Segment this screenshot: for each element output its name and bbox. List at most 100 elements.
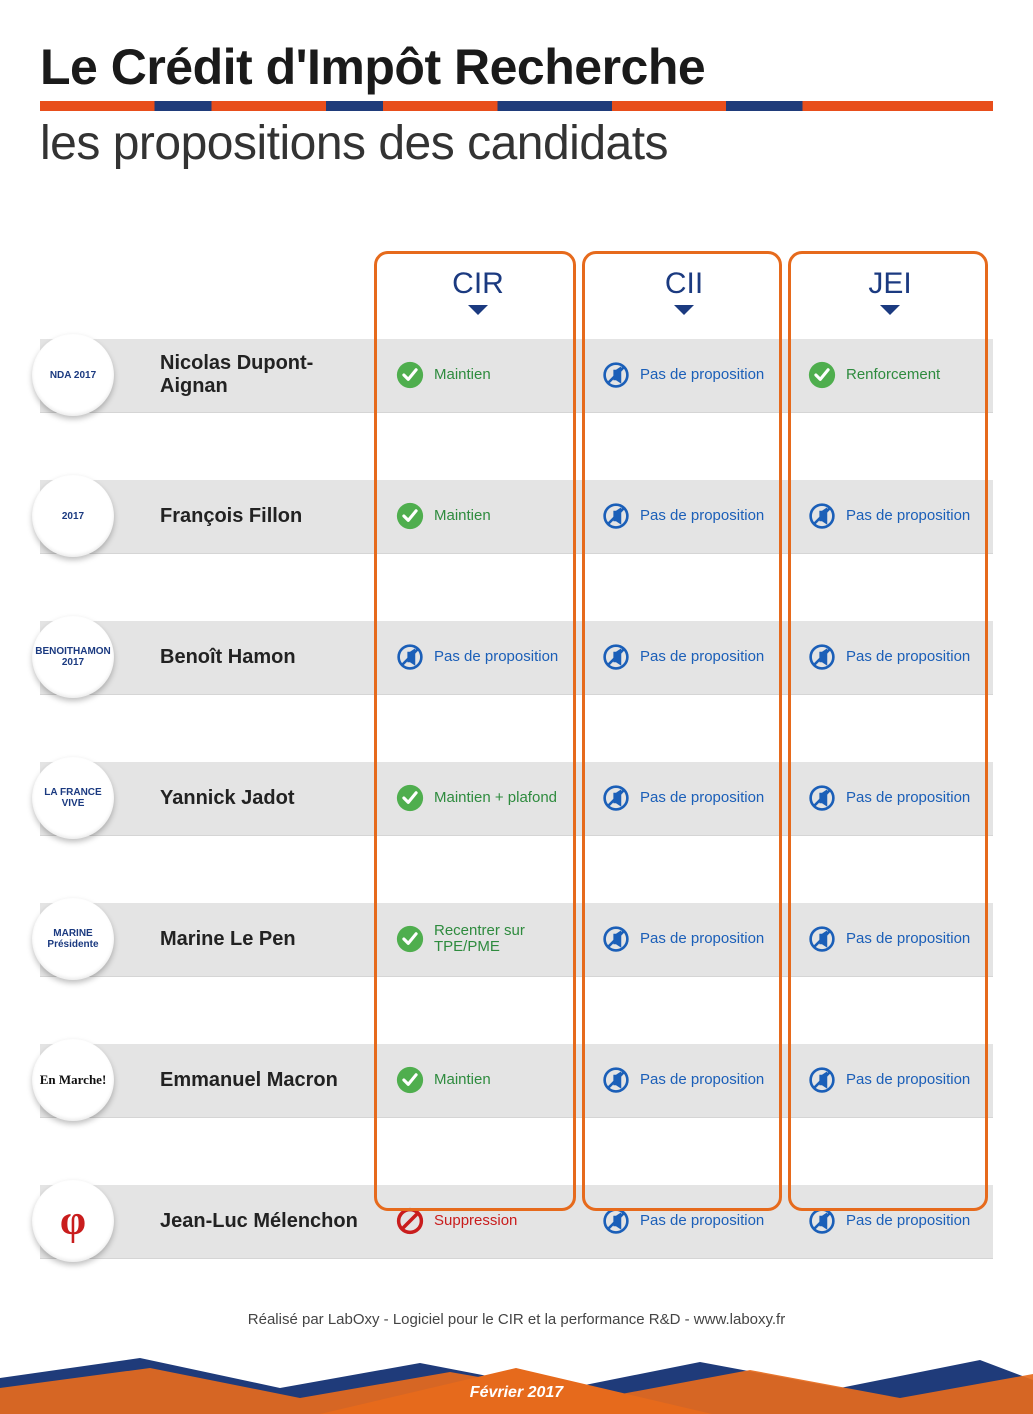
proposal-text: Pas de proposition xyxy=(640,1213,764,1230)
proposal-text: Pas de proposition xyxy=(640,367,764,384)
candidate-name: Jean-Luc Mélenchon xyxy=(160,1210,370,1233)
column-header-jei: JEI xyxy=(792,269,988,320)
chevron-down-icon xyxy=(468,305,488,315)
row-gap xyxy=(40,554,993,609)
proposal-text: Pas de proposition xyxy=(434,649,558,666)
proposal-text: Pas de proposition xyxy=(640,931,764,948)
candidate-logo: LA FRANCE VIVE xyxy=(32,757,114,839)
proposal-text: Pas de proposition xyxy=(846,1213,970,1230)
check-icon xyxy=(808,361,836,389)
check-icon xyxy=(396,1066,424,1094)
check-icon xyxy=(396,502,424,530)
row-gap xyxy=(40,977,993,1032)
footer-credit: Réalisé par LabOxy - Logiciel pour le CI… xyxy=(0,1311,1033,1328)
page-title-light: les propositions des candidats xyxy=(40,115,993,173)
proposal-text: Maintien xyxy=(434,367,491,384)
proposal-cell: Pas de proposition xyxy=(586,784,782,812)
proposal-cell: Recentrer sur TPE/PME xyxy=(380,923,576,956)
check-icon xyxy=(396,361,424,389)
column-header-cir: CIR xyxy=(380,269,576,320)
mute-icon xyxy=(808,925,836,953)
table-row: φJean-Luc MélenchonSuppressionPas de pro… xyxy=(40,1185,993,1259)
check-icon xyxy=(396,784,424,812)
proposal-text: Maintien xyxy=(434,508,491,525)
proposal-cell: Maintien xyxy=(380,361,576,389)
footer-date: Février 2017 xyxy=(0,1384,1033,1402)
candidate-name: Yannick Jadot xyxy=(160,787,370,810)
proposal-cell: Pas de proposition xyxy=(792,1066,988,1094)
proposal-cell: Pas de proposition xyxy=(380,643,576,671)
table-row: 2017François FillonMaintienPas de propos… xyxy=(40,480,993,554)
comparison-table: CIR CII JEI NDA 2017Nicolas Dupont-Aigna… xyxy=(40,263,993,1259)
proposal-cell: Pas de proposition xyxy=(792,925,988,953)
mute-icon xyxy=(602,502,630,530)
candidate-name: Benoît Hamon xyxy=(160,646,370,669)
mute-icon xyxy=(808,1207,836,1235)
proposal-text: Pas de proposition xyxy=(640,508,764,525)
candidate-logo: NDA 2017 xyxy=(32,334,114,416)
chevron-down-icon xyxy=(674,305,694,315)
proposal-cell: Pas de proposition xyxy=(792,502,988,530)
candidate-logo: BENOITHAMON 2017 xyxy=(32,616,114,698)
proposal-cell: Pas de proposition xyxy=(792,1207,988,1235)
proposal-cell: Renforcement xyxy=(792,361,988,389)
candidate-name: François Fillon xyxy=(160,505,370,528)
mute-icon xyxy=(602,643,630,671)
mute-icon xyxy=(808,643,836,671)
proposal-text: Pas de proposition xyxy=(846,649,970,666)
candidate-name: Emmanuel Macron xyxy=(160,1069,370,1092)
mute-icon xyxy=(602,1207,630,1235)
title-divider xyxy=(40,101,993,111)
proposal-text: Pas de proposition xyxy=(846,931,970,948)
proposal-text: Pas de proposition xyxy=(846,508,970,525)
proposal-text: Pas de proposition xyxy=(640,649,764,666)
proposal-text: Recentrer sur TPE/PME xyxy=(434,923,564,956)
proposal-cell: Maintien xyxy=(380,502,576,530)
proposal-cell: Maintien xyxy=(380,1066,576,1094)
column-title: CII xyxy=(586,269,782,299)
proposal-text: Maintien xyxy=(434,1072,491,1089)
proposal-cell: Pas de proposition xyxy=(586,1207,782,1235)
mute-icon xyxy=(602,361,630,389)
table-header-row: CIR CII JEI xyxy=(40,263,993,327)
mute-icon xyxy=(808,784,836,812)
candidate-logo: En Marche! xyxy=(32,1039,114,1121)
proposal-text: Pas de proposition xyxy=(640,1072,764,1089)
proposal-cell: Pas de proposition xyxy=(792,643,988,671)
proposal-cell: Suppression xyxy=(380,1207,576,1235)
candidate-logo: φ xyxy=(32,1180,114,1262)
mute-icon xyxy=(396,643,424,671)
mute-icon xyxy=(808,502,836,530)
proposal-text: Suppression xyxy=(434,1213,517,1230)
table-row: LA FRANCE VIVEYannick JadotMaintien + pl… xyxy=(40,762,993,836)
proposal-cell: Pas de proposition xyxy=(586,1066,782,1094)
mute-icon xyxy=(602,1066,630,1094)
proposal-text: Maintien + plafond xyxy=(434,790,557,807)
row-gap xyxy=(40,1118,993,1173)
column-title: JEI xyxy=(792,269,988,299)
row-gap xyxy=(40,413,993,468)
proposal-cell: Pas de proposition xyxy=(586,925,782,953)
candidate-name: Marine Le Pen xyxy=(160,928,370,951)
column-title: CIR xyxy=(380,269,576,299)
row-gap xyxy=(40,836,993,891)
proposal-cell: Pas de proposition xyxy=(792,784,988,812)
page-title-bold: Le Crédit d'Impôt Recherche xyxy=(40,40,993,95)
table-row: En Marche!Emmanuel MacronMaintienPas de … xyxy=(40,1044,993,1118)
row-gap xyxy=(40,695,993,750)
proposal-text: Pas de proposition xyxy=(846,790,970,807)
proposal-text: Pas de proposition xyxy=(640,790,764,807)
proposal-cell: Maintien + plafond xyxy=(380,784,576,812)
proposal-cell: Pas de proposition xyxy=(586,361,782,389)
candidate-logo: MARINE Présidente xyxy=(32,898,114,980)
table-row: BENOITHAMON 2017Benoît HamonPas de propo… xyxy=(40,621,993,695)
table-row: MARINE PrésidenteMarine Le PenRecentrer … xyxy=(40,903,993,977)
mute-icon xyxy=(602,784,630,812)
check-icon xyxy=(396,925,424,953)
proposal-text: Renforcement xyxy=(846,367,940,384)
proposal-text: Pas de proposition xyxy=(846,1072,970,1089)
mute-icon xyxy=(602,925,630,953)
column-header-cii: CII xyxy=(586,269,782,320)
table-row: NDA 2017Nicolas Dupont-AignanMaintienPas… xyxy=(40,339,993,413)
ban-icon xyxy=(396,1207,424,1235)
